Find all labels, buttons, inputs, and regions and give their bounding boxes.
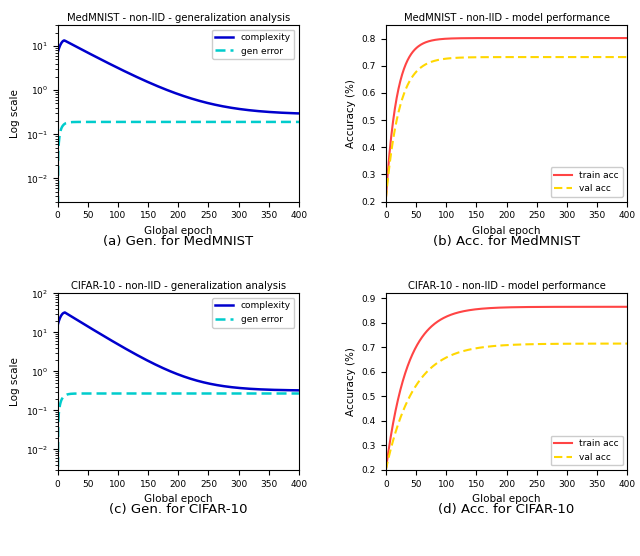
gen error <box>208 390 216 397</box>
Text: (c) Gen. for CIFAR-10: (c) Gen. for CIFAR-10 <box>109 503 248 516</box>
complexity <box>54 322 61 329</box>
gen error <box>231 390 239 397</box>
Title: MedMNIST - non-IID - model performance: MedMNIST - non-IID - model performance <box>404 13 609 23</box>
train acc <box>514 304 522 310</box>
train acc <box>536 304 543 310</box>
val acc <box>559 54 566 61</box>
complexity <box>175 91 183 98</box>
Text: (a) Gen. for MedMNIST: (a) Gen. for MedMNIST <box>103 235 253 248</box>
gen error <box>54 307 61 314</box>
complexity <box>295 110 303 117</box>
gen error <box>175 390 183 397</box>
complexity <box>86 324 93 331</box>
gen error <box>85 390 93 397</box>
val acc <box>536 341 543 348</box>
train acc <box>382 466 390 473</box>
complexity <box>141 77 149 84</box>
gen error <box>175 118 183 125</box>
Line: val acc: val acc <box>386 344 627 470</box>
Y-axis label: Log scale: Log scale <box>10 357 20 406</box>
val acc <box>623 340 631 347</box>
Legend: complexity, gen error: complexity, gen error <box>212 29 294 59</box>
train acc <box>503 304 511 311</box>
train acc <box>469 306 477 313</box>
val acc <box>382 196 390 202</box>
complexity <box>208 381 216 388</box>
train acc <box>623 34 631 41</box>
Text: (d) Acc. for CIFAR-10: (d) Acc. for CIFAR-10 <box>438 503 575 516</box>
val acc <box>469 54 477 61</box>
X-axis label: Global epoch: Global epoch <box>144 226 212 236</box>
Legend: complexity, gen error: complexity, gen error <box>212 298 294 327</box>
train acc <box>514 34 522 41</box>
X-axis label: Global epoch: Global epoch <box>472 226 541 236</box>
val acc <box>536 54 543 61</box>
gen error <box>167 118 175 125</box>
val acc <box>413 380 421 387</box>
complexity <box>60 37 68 44</box>
complexity <box>295 387 303 394</box>
gen error <box>141 390 148 397</box>
Title: CIFAR-10 - non-IID - generalization analysis: CIFAR-10 - non-IID - generalization anal… <box>70 281 286 291</box>
val acc <box>503 342 511 349</box>
gen error <box>179 390 187 397</box>
gen error <box>295 118 303 125</box>
complexity <box>186 375 194 382</box>
gen error <box>295 390 303 397</box>
train acc <box>536 34 543 41</box>
complexity <box>208 101 216 107</box>
Line: gen error: gen error <box>58 394 299 556</box>
complexity <box>186 95 194 102</box>
train acc <box>413 341 421 348</box>
train acc <box>559 304 566 310</box>
Y-axis label: Accuracy (%): Accuracy (%) <box>346 347 356 416</box>
gen error <box>208 118 216 125</box>
complexity <box>54 49 61 56</box>
val acc <box>514 341 522 348</box>
Line: train acc: train acc <box>386 38 627 199</box>
val acc <box>469 345 477 352</box>
Legend: train acc, val acc: train acc, val acc <box>550 435 623 465</box>
gen error <box>186 390 194 397</box>
complexity <box>175 371 183 378</box>
Y-axis label: Log scale: Log scale <box>10 89 20 138</box>
complexity <box>141 356 149 363</box>
X-axis label: Global epoch: Global epoch <box>472 494 541 504</box>
X-axis label: Global epoch: Global epoch <box>144 494 212 504</box>
Line: complexity: complexity <box>58 41 299 113</box>
train acc <box>503 34 511 41</box>
Line: train acc: train acc <box>386 307 627 470</box>
Y-axis label: Accuracy (%): Accuracy (%) <box>346 79 356 148</box>
val acc <box>413 67 421 74</box>
train acc <box>623 304 631 310</box>
Title: CIFAR-10 - non-IID - model performance: CIFAR-10 - non-IID - model performance <box>408 281 605 291</box>
Line: val acc: val acc <box>386 57 627 199</box>
val acc <box>623 54 631 61</box>
complexity <box>61 309 68 316</box>
val acc <box>382 466 390 473</box>
train acc <box>382 196 390 202</box>
val acc <box>559 340 566 347</box>
train acc <box>469 35 477 42</box>
complexity <box>231 105 239 112</box>
val acc <box>503 54 511 61</box>
Text: (b) Acc. for MedMNIST: (b) Acc. for MedMNIST <box>433 235 580 248</box>
gen error <box>85 118 93 125</box>
val acc <box>514 54 522 61</box>
Legend: train acc, val acc: train acc, val acc <box>550 167 623 197</box>
complexity <box>86 50 93 57</box>
Line: complexity: complexity <box>58 312 299 390</box>
gen error <box>186 118 194 125</box>
Title: MedMNIST - non-IID - generalization analysis: MedMNIST - non-IID - generalization anal… <box>67 13 290 23</box>
Line: gen error: gen error <box>58 122 299 311</box>
train acc <box>559 34 566 41</box>
train acc <box>413 44 421 51</box>
complexity <box>231 384 239 391</box>
gen error <box>141 118 148 125</box>
gen error <box>231 118 239 125</box>
